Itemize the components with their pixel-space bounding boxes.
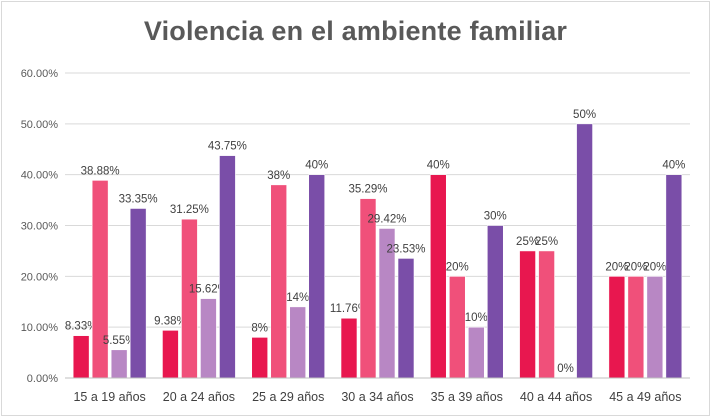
data-label: 38.88% (81, 165, 120, 177)
data-label: 38% (267, 170, 290, 182)
y-tick-label: 0.00% (27, 373, 58, 385)
bar (91, 180, 109, 379)
x-tick-label: 45 a 49 años (609, 390, 681, 404)
bar (397, 258, 415, 379)
y-tick-label: 50.00% (21, 119, 59, 131)
data-label: 15.62% (189, 284, 228, 296)
data-label: 5.55% (103, 335, 136, 347)
x-tick-label: 40 a 44 años (520, 390, 592, 404)
data-label: 25% (516, 236, 539, 248)
data-label: 8.33% (65, 321, 98, 333)
y-tick-label: 20.00% (21, 271, 59, 283)
bar (448, 276, 466, 379)
data-label: 33.35% (119, 193, 158, 205)
data-label: 11.76% (330, 303, 368, 315)
data-label: 9.38% (154, 315, 187, 327)
data-label: 23.53% (386, 243, 425, 255)
data-label: 43.75% (208, 141, 247, 153)
bar (576, 123, 593, 379)
x-tick-label: 15 a 19 años (73, 390, 145, 404)
bar (162, 330, 179, 379)
data-label: 40% (427, 160, 450, 172)
data-label: 40% (662, 160, 685, 172)
x-tick-label: 35 a 39 años (431, 390, 503, 404)
bar (308, 174, 326, 379)
data-label: 35.29% (348, 184, 387, 196)
data-label: 20% (643, 261, 666, 273)
y-tick-label: 10.00% (21, 322, 59, 334)
data-label: 14% (286, 292, 309, 304)
x-tick-label: 20 a 24 años (163, 390, 235, 404)
bar (608, 276, 626, 379)
bar (219, 155, 236, 379)
data-label: 30% (484, 211, 507, 223)
data-label: 50% (573, 109, 596, 121)
bar (129, 208, 147, 379)
bar (181, 218, 198, 379)
y-tick-label: 60.00% (21, 68, 59, 80)
bar (270, 184, 288, 379)
bar (429, 174, 447, 379)
bar (340, 317, 358, 379)
bar (200, 298, 217, 379)
data-label: 40% (305, 160, 328, 172)
bar (665, 174, 683, 379)
bar (359, 198, 377, 379)
bar (251, 337, 269, 379)
data-label: 8% (251, 322, 268, 334)
data-label: 20% (605, 261, 628, 273)
y-tick-label: 30.00% (21, 221, 59, 233)
bar (72, 335, 90, 379)
data-label: 29.42% (367, 213, 406, 225)
data-label: 20% (446, 261, 469, 273)
chart-title: Violencia en el ambiente familiar (143, 16, 568, 46)
bar (467, 326, 485, 379)
bar (646, 276, 664, 379)
data-label: 31.25% (170, 204, 209, 216)
bar (519, 250, 536, 379)
data-label: 20% (624, 261, 647, 273)
y-tick-label: 40.00% (21, 170, 59, 182)
data-label: 0% (557, 363, 574, 375)
x-tick-label: 30 a 34 años (341, 390, 413, 404)
data-label: 10% (465, 312, 488, 324)
x-tick-label: 25 a 29 años (252, 390, 324, 404)
bar (486, 225, 504, 379)
bar (110, 349, 128, 379)
bar (538, 250, 555, 379)
data-label: 25% (535, 236, 558, 248)
bar (289, 306, 307, 379)
bar (627, 276, 645, 379)
